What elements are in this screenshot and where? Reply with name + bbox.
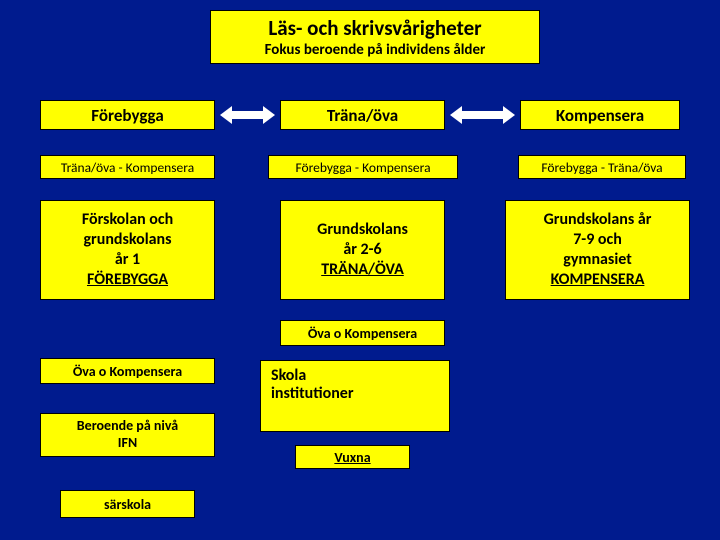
left-small-l1: Beroende på nivå [77, 418, 178, 435]
title-main: Läs- och skrivsvårigheter [268, 15, 481, 41]
big-mid-l2: år 2-6 [343, 240, 381, 260]
big-left-l3: år 1 [115, 250, 140, 270]
big-mid: Grundskolans år 2-6 TRÄNA/ÖVA [280, 200, 445, 300]
big-right-l1: Grundskolans år [544, 210, 652, 230]
sub1-left: Träna/öva - Kompensera [40, 155, 215, 179]
left-mid: Öva o Kompensera [40, 358, 215, 384]
skola-l1: Skola [271, 367, 306, 385]
big-left-l2: grundskolans [83, 230, 171, 250]
title-box: Läs- och skrivsvårigheter Fokus beroende… [210, 10, 540, 64]
sub1-mid: Förebygga - Kompensera [268, 155, 458, 179]
skola-box: Skola institutioner [260, 360, 450, 432]
big-right-l3: gymnasiet [563, 250, 631, 270]
title-sub: Fokus beroende på individens ålder [265, 41, 486, 59]
big-left-l1: Förskolan och [82, 210, 173, 230]
sub1-right: Förebygga - Träna/öva [518, 155, 686, 179]
skola-l2: institutioner [271, 385, 354, 403]
left-small: Beroende på nivå IFN [40, 413, 215, 457]
big-right-l2: 7-9 och [573, 230, 622, 250]
left-bottom: särskola [60, 490, 195, 518]
mid-banner: Öva o Kompensera [280, 320, 445, 346]
big-left-l4: FÖREBYGGA [87, 270, 168, 290]
big-mid-l3: TRÄNA/ÖVA [321, 260, 404, 280]
header-left: Förebygga [40, 100, 215, 130]
vuxna-box: Vuxna [295, 445, 410, 469]
big-left: Förskolan och grundskolans år 1 FÖREBYGG… [40, 200, 215, 300]
big-mid-l1: Grundskolans [317, 220, 408, 240]
header-right: Kompensera [520, 100, 680, 130]
arrow-2 [460, 111, 505, 119]
big-right: Grundskolans år 7-9 och gymnasiet KOMPEN… [505, 200, 690, 300]
big-right-l4: KOMPENSERA [551, 270, 645, 290]
arrow-1 [230, 111, 265, 119]
header-mid: Träna/öva [280, 100, 445, 130]
left-small-l2: IFN [118, 435, 137, 452]
